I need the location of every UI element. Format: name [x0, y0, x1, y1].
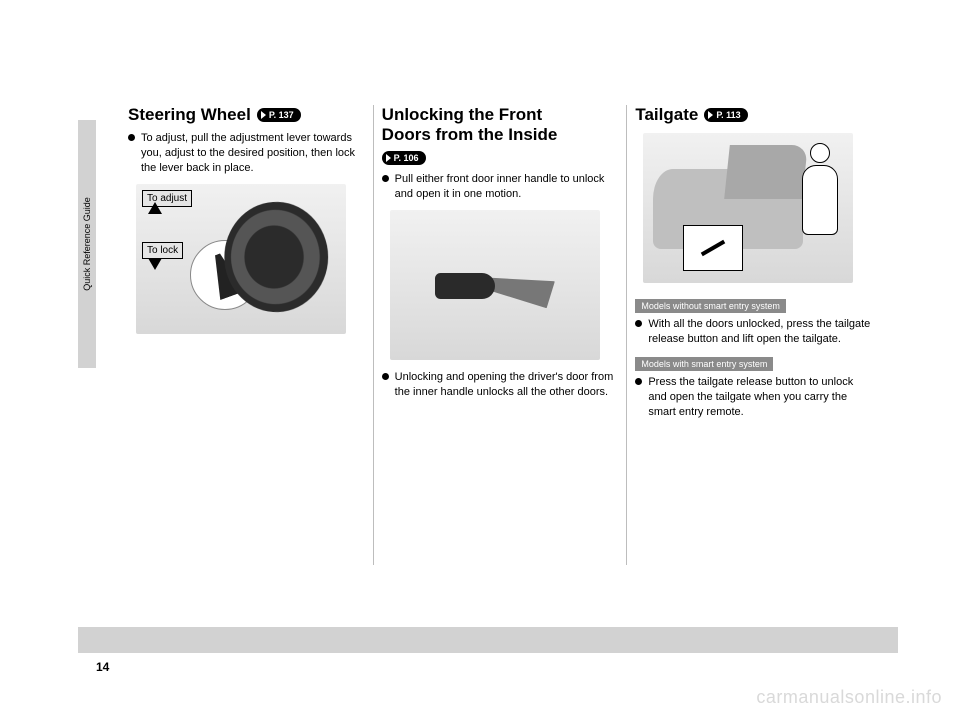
bullet-text: Press the tailgate release button to unl…: [648, 375, 872, 420]
bullet-text: With all the doors unlocked, press the t…: [648, 317, 872, 347]
heading-text-line2: Doors from the Inside: [382, 125, 619, 145]
door-handle-icon: [435, 255, 555, 315]
page-ref-badge: P. 137: [257, 108, 301, 122]
bullet-text: To adjust, pull the adjustment lever tow…: [141, 131, 365, 176]
column-unlocking: Unlocking the Front Doors from the Insid…: [374, 105, 627, 565]
page-ref-badge: P. 106: [382, 151, 426, 165]
model-tag: Models without smart entry system: [635, 299, 786, 313]
section-tab: Quick Reference Guide: [78, 120, 96, 368]
bullet-icon: [382, 175, 389, 182]
arrow-down-icon: [148, 258, 162, 270]
column-steering-wheel: Steering Wheel P. 137 To adjust, pull th…: [120, 105, 373, 565]
heading-text-line1: Unlocking the Front: [382, 105, 619, 125]
bullet-item: Pull either front door inner handle to u…: [382, 172, 619, 202]
column-tailgate: Tailgate P. 113 Models without smart ent…: [627, 105, 880, 565]
bullet-item: To adjust, pull the adjustment lever tow…: [128, 131, 365, 176]
bullet-icon: [382, 373, 389, 380]
bullet-text: Pull either front door inner handle to u…: [395, 172, 619, 202]
bullet-text: Unlocking and opening the driver's door …: [395, 370, 619, 400]
heading-tailgate: Tailgate P. 113: [635, 105, 872, 125]
heading-text: Steering Wheel: [128, 105, 251, 125]
bullet-item: Unlocking and opening the driver's door …: [382, 370, 619, 400]
bullet-item: Press the tailgate release button to unl…: [635, 375, 872, 420]
page-number: 14: [96, 660, 109, 674]
heading-unlocking: Unlocking the Front Doors from the Insid…: [382, 105, 619, 166]
watermark: carmanualsonline.info: [756, 687, 942, 708]
heading-text: Tailgate: [635, 105, 698, 125]
person-icon: [797, 143, 843, 263]
figure-door-handle: [390, 210, 600, 360]
heading-steering: Steering Wheel P. 137: [128, 105, 365, 125]
bullet-icon: [128, 134, 135, 141]
page-ref-badge: P. 113: [704, 108, 747, 122]
bullet-icon: [635, 320, 642, 327]
section-tab-label: Quick Reference Guide: [82, 197, 92, 291]
callout-to-lock: To lock: [142, 242, 183, 259]
inset-release-button-icon: [683, 225, 743, 271]
bullet-icon: [635, 378, 642, 385]
figure-tailgate: [643, 133, 853, 283]
arrow-up-icon: [148, 202, 162, 214]
figure-steering-wheel: To adjust To lock: [136, 184, 346, 334]
bottom-bar: [78, 627, 898, 653]
model-tag: Models with smart entry system: [635, 357, 773, 371]
bullet-item: With all the doors unlocked, press the t…: [635, 317, 872, 347]
content-row: Steering Wheel P. 137 To adjust, pull th…: [120, 105, 880, 565]
